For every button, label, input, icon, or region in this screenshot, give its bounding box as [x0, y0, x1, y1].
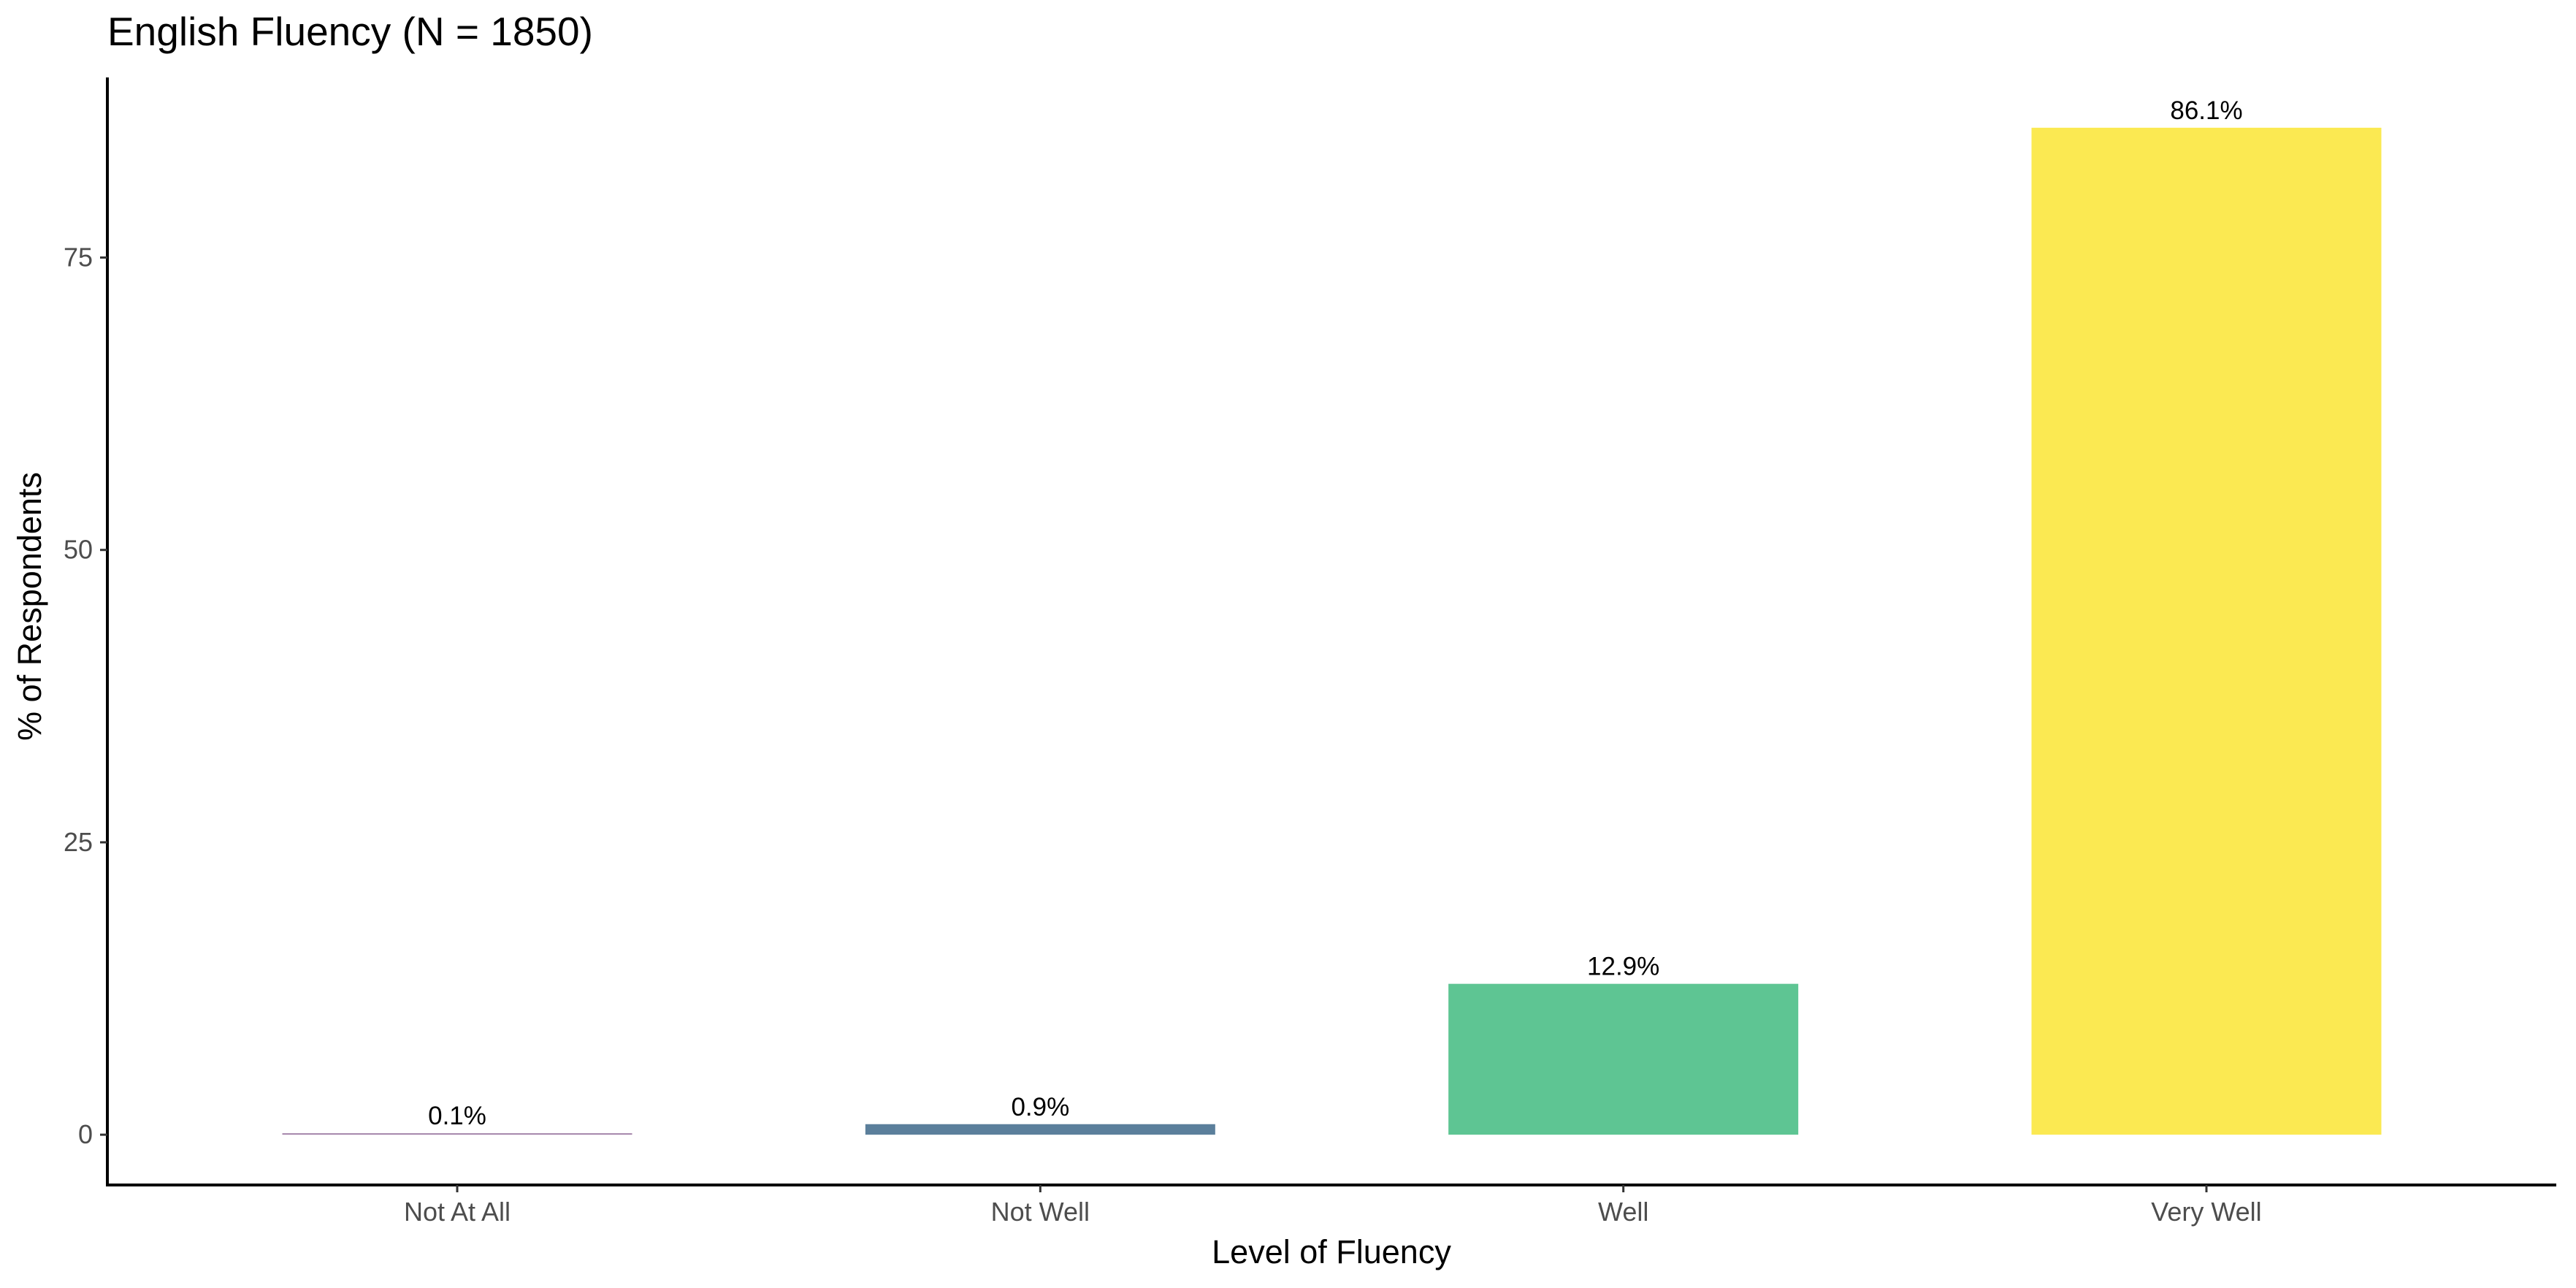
- x-tick-label: Well: [1598, 1197, 1648, 1227]
- x-tick-label: Very Well: [2151, 1197, 2261, 1227]
- data-label: 0.9%: [1011, 1093, 1069, 1121]
- chart-title: English Fluency (N = 1850): [107, 9, 593, 54]
- y-tick-label: 25: [64, 827, 93, 857]
- x-axis-ticks: Not At All Not Well Well Very Well: [404, 1185, 2262, 1227]
- data-label: 86.1%: [2170, 96, 2242, 125]
- y-axis-ticks: 0 25 50 75: [64, 243, 107, 1149]
- data-label: 12.9%: [1587, 953, 1659, 981]
- bar: [865, 1124, 1215, 1135]
- bar: [2031, 127, 2382, 1135]
- x-tick-label: Not Well: [991, 1197, 1090, 1227]
- y-axis-title: % of Respondents: [11, 472, 48, 741]
- y-tick-label: 0: [78, 1119, 93, 1149]
- y-tick-label: 75: [64, 243, 93, 273]
- x-tick-label: Not At All: [404, 1197, 511, 1227]
- bar: [282, 1133, 632, 1135]
- bars-group: [282, 127, 2382, 1135]
- x-axis-title: Level of Fluency: [1212, 1233, 1451, 1270]
- data-labels-group: 0.1% 0.9% 12.9% 86.1%: [428, 96, 2243, 1130]
- data-label: 0.1%: [428, 1102, 486, 1130]
- bar: [1448, 983, 1799, 1135]
- y-tick-label: 50: [64, 535, 93, 565]
